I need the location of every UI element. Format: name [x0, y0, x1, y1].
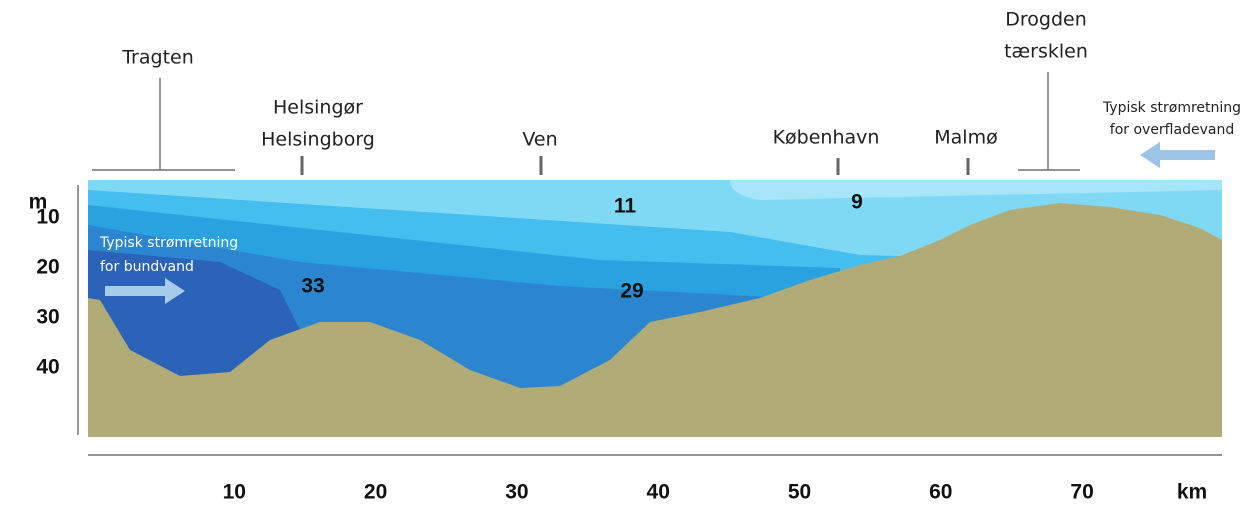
x-unit: km	[1177, 481, 1207, 504]
x-tick-label: 70	[1070, 481, 1093, 504]
salinity-label: 9	[851, 191, 863, 214]
x-tick-label: 10	[223, 481, 246, 504]
x-tick-label: 30	[505, 481, 528, 504]
x-tick-label: 50	[788, 481, 811, 504]
place-label: Helsingborg	[261, 129, 375, 151]
annotation: Typisk strømretning	[99, 235, 238, 251]
place-label: Helsingør	[273, 97, 363, 119]
annotation: for overfladevand	[1110, 122, 1234, 138]
x-tick-label: 20	[364, 481, 387, 504]
salinity-label: 33	[301, 275, 324, 298]
y-tick-label: 40	[36, 356, 59, 379]
place-label: København	[773, 127, 880, 149]
water-layer	[730, 180, 1222, 200]
bottom-arrow	[105, 278, 185, 304]
x-tick-label: 40	[647, 481, 670, 504]
place-label: Tragten	[121, 47, 194, 69]
seabed	[88, 203, 1222, 437]
x-tick-label: 60	[929, 481, 952, 504]
surface-arrow	[1140, 142, 1215, 168]
place-label: Drogden	[1005, 9, 1087, 31]
y-tick-label: 10	[36, 206, 59, 229]
place-label: Ven	[522, 129, 557, 151]
salinity-label: 29	[620, 280, 643, 303]
place-label: tærsklen	[1004, 41, 1088, 63]
y-unit: m	[29, 191, 48, 214]
y-tick-label: 20	[36, 256, 59, 279]
place-label: Malmø	[934, 127, 997, 149]
y-tick-label: 30	[36, 306, 59, 329]
annotation: for bundvand	[100, 259, 194, 275]
salinity-label: 11	[614, 195, 637, 218]
annotation: Typisk strømretning	[1102, 100, 1241, 116]
